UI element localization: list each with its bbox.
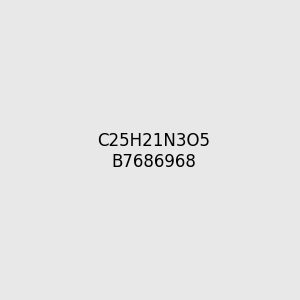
Text: C25H21N3O5
B7686968: C25H21N3O5 B7686968 (97, 132, 210, 171)
